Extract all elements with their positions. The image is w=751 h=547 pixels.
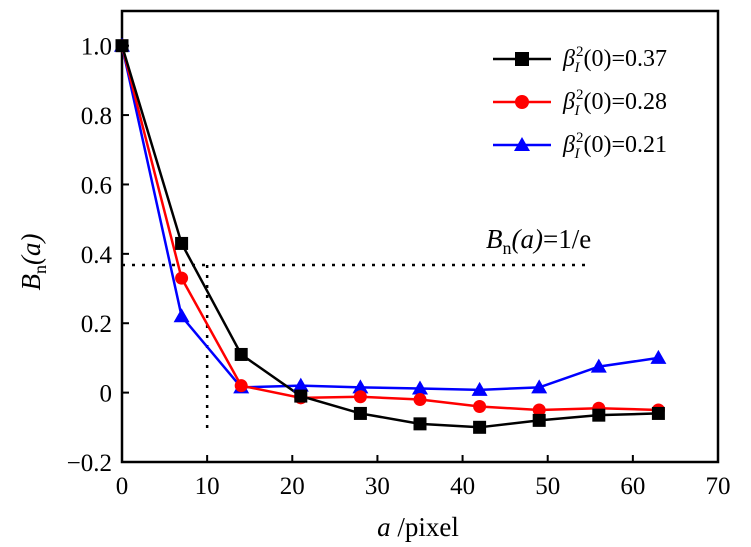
legend-sup-0: 2	[576, 44, 584, 60]
data-point-s1	[413, 393, 427, 407]
reference-label: Bn(a)=1/e	[486, 224, 591, 258]
x-tick-label: 30	[365, 473, 390, 500]
x-tick-label: 0	[116, 473, 129, 500]
y-tick-label: 0	[100, 381, 113, 408]
data-point-s0	[115, 39, 129, 53]
x-axis-label: a /pixel	[377, 512, 459, 542]
legend-value-2: (0)=0.21	[583, 132, 667, 158]
data-point-s2	[590, 358, 607, 373]
reference-label-sub: n	[503, 238, 512, 258]
y-tick-label: 0.2	[81, 311, 112, 338]
legend-marker-2	[514, 137, 530, 151]
data-point-s0	[294, 389, 308, 403]
legend-entry-1: β2 I (0)=0.28	[493, 87, 667, 119]
legend-label-1: β2 I (0)=0.28	[562, 87, 667, 119]
series-line-2	[120, 45, 659, 392]
data-point-s2	[650, 349, 667, 364]
x-tick-label: 20	[280, 473, 305, 500]
data-point-s0	[532, 413, 546, 427]
data-point-s0	[175, 236, 189, 250]
data-point-s1	[532, 403, 546, 417]
series-line-1	[120, 45, 659, 412]
x-tick-label: 40	[450, 473, 475, 500]
series-line-0	[120, 45, 659, 429]
data-point-s0	[592, 408, 606, 422]
plot-layer: 0 10 20 30 40 50 60 70−0.200.20.40.60.81.0	[67, 9, 731, 500]
y-axis-label-sub: n	[30, 265, 50, 274]
data-point-s2	[292, 377, 309, 392]
legend: β2 I (0)=0.37 β2 I (0)=0.28 β2 I (0)=0.21	[493, 44, 667, 162]
reference-label-base: B	[486, 224, 503, 254]
legend-symbol-2: β	[562, 132, 575, 158]
data-point-s2	[471, 381, 488, 396]
data-point-s0	[413, 417, 427, 431]
y-tick-label: 0.6	[81, 172, 112, 199]
data-point-s2	[352, 379, 369, 394]
y-axis-label-base: B	[16, 274, 46, 291]
x-axis-label-symbol: a	[377, 512, 391, 542]
reference-label-rest: =1/e	[543, 224, 591, 254]
legend-entry-2: β2 I (0)=0.21	[493, 130, 667, 162]
legend-sub-0: I	[573, 60, 580, 76]
reference-label-arg: (a)	[512, 224, 543, 254]
legend-label-0: β2 I (0)=0.37	[562, 44, 667, 76]
y-tick-label: 1.0	[81, 34, 112, 61]
data-point-s1	[175, 271, 189, 285]
legend-marker-0	[515, 52, 529, 66]
data-point-s2	[531, 379, 548, 394]
data-point-s0	[473, 420, 487, 434]
legend-label-2: β2 I (0)=0.21	[562, 130, 667, 162]
y-tick-label: 0.8	[81, 103, 112, 130]
data-point-s1	[353, 390, 367, 404]
data-point-s2	[173, 308, 190, 323]
legend-sup-2: 2	[576, 130, 584, 146]
data-point-s0	[651, 406, 665, 420]
legend-sup-1: 2	[576, 87, 584, 103]
y-axis-label: Bn(a)	[16, 234, 50, 291]
y-tick-label: 0.4	[81, 242, 113, 269]
plot-frame	[120, 9, 720, 464]
y-tick-label: −0.2	[67, 450, 112, 477]
legend-value-0: (0)=0.37	[583, 46, 667, 72]
legend-value-1: (0)=0.28	[583, 89, 667, 115]
data-point-s2	[412, 380, 428, 395]
legend-sub-1: I	[573, 103, 580, 119]
legend-entry-0: β2 I (0)=0.37	[493, 44, 667, 76]
data-point-s1	[473, 399, 487, 413]
legend-marker-1	[515, 95, 529, 109]
y-axis-label-arg: (a)	[16, 234, 46, 265]
data-point-s1	[234, 379, 248, 393]
x-tick-label: 50	[535, 473, 560, 500]
x-tick-label: 10	[195, 473, 220, 500]
x-tick-label: 70	[706, 473, 731, 500]
legend-sub-2: I	[573, 146, 580, 162]
legend-symbol-1: β	[562, 89, 575, 115]
legend-symbol-0: β	[562, 46, 575, 72]
data-point-s0	[234, 347, 248, 361]
x-axis-label-rest: /pixel	[391, 512, 459, 542]
x-tick-label: 60	[620, 473, 645, 500]
data-point-s0	[353, 406, 367, 420]
